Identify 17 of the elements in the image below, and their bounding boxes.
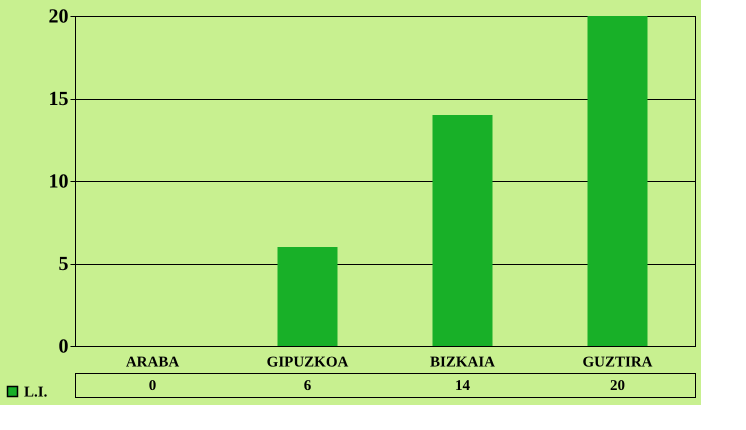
bar — [278, 247, 338, 346]
bar — [432, 115, 492, 346]
x-tick-label: ARABA — [126, 354, 180, 370]
data-label: 20 — [610, 378, 625, 394]
data-label: 0 — [148, 378, 156, 394]
y-tick-label: 20 — [48, 6, 68, 28]
x-tick-label: BIZKAIA — [430, 354, 496, 370]
data-label: 6 — [304, 378, 312, 394]
legend-label: L.I. — [24, 384, 48, 400]
data-label: 14 — [455, 378, 470, 394]
y-tick-label: 10 — [48, 170, 68, 192]
x-tick-label: GUZTIRA — [582, 354, 653, 370]
y-tick-label: 0 — [58, 336, 68, 358]
bar — [588, 16, 648, 346]
y-tick-label: 15 — [48, 88, 68, 110]
y-tick-label: 5 — [58, 253, 68, 275]
x-tick-label: GIPUZKOA — [266, 354, 348, 370]
